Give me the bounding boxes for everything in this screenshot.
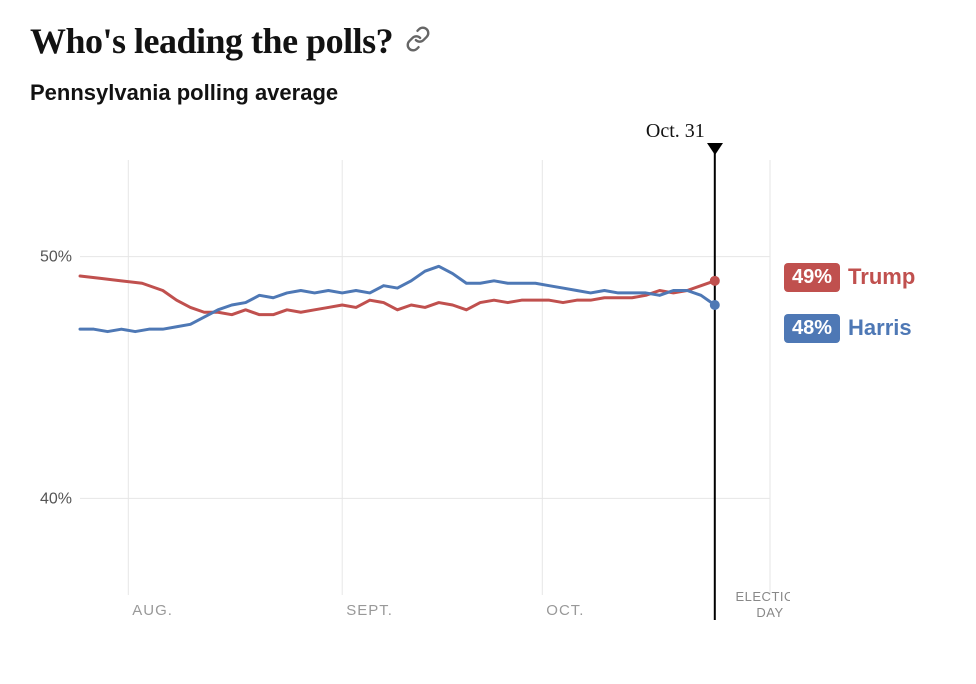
chart-subtitle: Pennsylvania polling average [30, 80, 946, 106]
legend-item: 48% Harris [784, 314, 915, 343]
callout-date-label: Oct. 31 [646, 120, 715, 143]
election-day-label: DAY [756, 605, 783, 620]
legend-item: 49% Trump [784, 263, 915, 292]
ytick-label: 40% [40, 490, 72, 507]
election-day-label: ELECTION [735, 589, 790, 604]
callout-marker-icon [707, 142, 723, 160]
series-line [80, 276, 715, 315]
legend-badge: 48% [784, 314, 840, 343]
ytick-label: 50% [40, 249, 72, 266]
series-end-dot [710, 300, 720, 310]
legend: 49% Trump 48% Harris [784, 263, 915, 343]
page-title: Who's leading the polls? [30, 20, 393, 62]
series-end-dot [710, 276, 720, 286]
chart-container: Oct. 31 50% 40% AUG. SEPT. OCT. ELECTIONDAY 4… [30, 120, 950, 625]
xtick-label: AUG. [132, 602, 173, 619]
link-icon[interactable] [405, 26, 431, 57]
legend-name: Trump [848, 264, 915, 290]
xtick-label: OCT. [546, 602, 584, 619]
legend-name: Harris [848, 315, 912, 341]
polling-line-chart: 50% 40% AUG. SEPT. OCT. ELECTIONDAY [30, 120, 790, 620]
legend-badge: 49% [784, 263, 840, 292]
xtick-label: SEPT. [346, 602, 393, 619]
